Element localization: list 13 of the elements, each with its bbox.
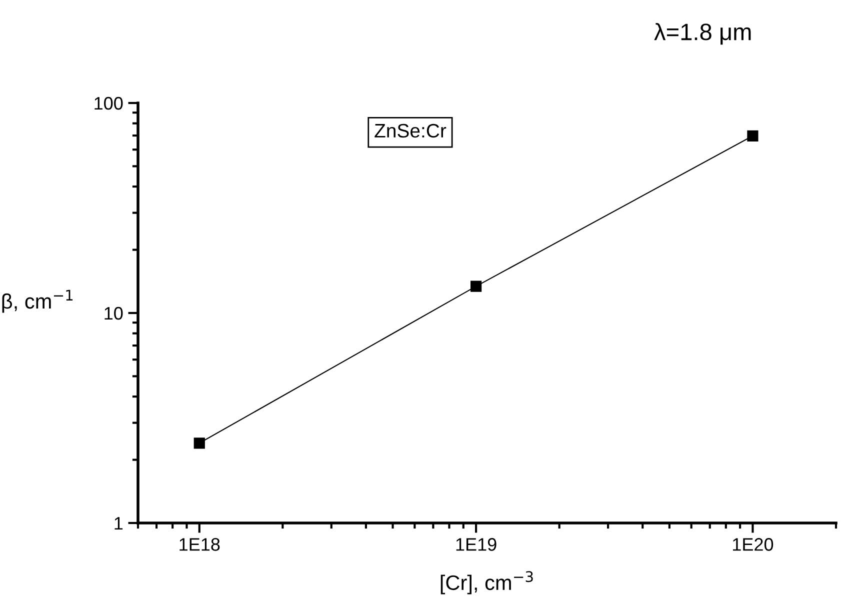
point: [194, 438, 205, 449]
x-tick-label: 1E18: [180, 538, 220, 551]
y-tick-label: 10: [104, 306, 123, 320]
y-axis-title: β, cm$^{−1}$: [2, 290, 73, 313]
y-tick-label: 1: [114, 517, 123, 530]
x-tick-label: 1E19: [456, 538, 496, 551]
point: [747, 130, 758, 142]
x-axis-title: [Cr], cm$^{−3}$: [440, 571, 533, 594]
chart-title: λ=1.8 μm: [654, 22, 751, 45]
annotation: ZnSe:Cr: [374, 124, 446, 138]
y-tick-label: 100: [94, 96, 123, 110]
x-tick-label: 1E20: [733, 538, 774, 551]
point: [470, 280, 482, 292]
